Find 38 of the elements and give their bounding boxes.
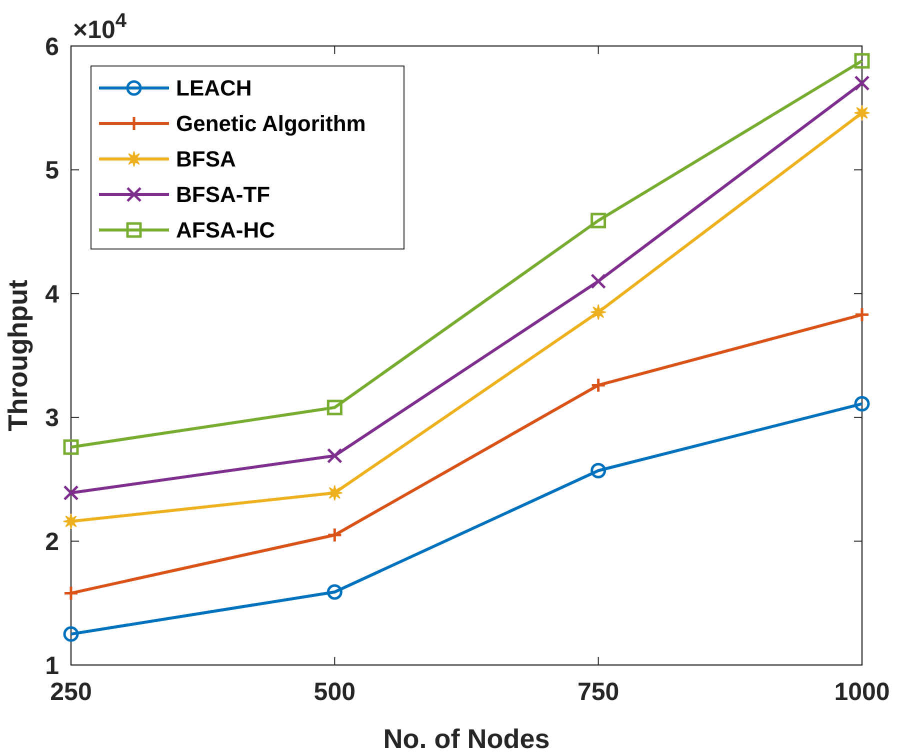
point (590, 273, 606, 289)
x-axis-title: No. of Nodes (383, 724, 550, 753)
point (590, 304, 606, 320)
point (854, 104, 870, 121)
point (326, 448, 342, 464)
point (590, 377, 606, 393)
point (63, 626, 79, 642)
legend-label: BFSA-TF (176, 182, 270, 208)
text: ×10$^{4}$ (73, 10, 128, 44)
point (326, 484, 343, 501)
legend-label: Genetic Algorithm (176, 111, 366, 136)
x-tick-label: 500 (314, 678, 356, 706)
y-tick-label: 5 (45, 156, 60, 185)
point (854, 396, 870, 412)
legend-label: AFSA-HC (176, 218, 276, 243)
x-tick-label: 750 (577, 678, 620, 706)
point (590, 462, 606, 478)
point (326, 527, 342, 543)
y-axis-title: Throughput (3, 280, 33, 432)
y-tick-label: 2 (45, 528, 59, 556)
legend-label: BFSA (176, 146, 236, 172)
point (326, 400, 342, 416)
legend-label: LEACH (176, 76, 252, 101)
point (590, 212, 606, 228)
y-tick-label: 3 (45, 404, 59, 432)
point (63, 585, 79, 601)
point (63, 513, 79, 530)
point (854, 53, 870, 69)
y-tick-label: 4 (45, 280, 60, 308)
y-tick-label: 6 (45, 32, 59, 61)
point (63, 439, 79, 455)
point (854, 306, 870, 322)
point (326, 584, 342, 600)
point (63, 485, 79, 501)
x-tick-label: 1000 (834, 678, 890, 706)
y-tick-label: 1 (45, 652, 60, 680)
point (854, 75, 870, 91)
x-tick-label: 250 (50, 678, 92, 706)
